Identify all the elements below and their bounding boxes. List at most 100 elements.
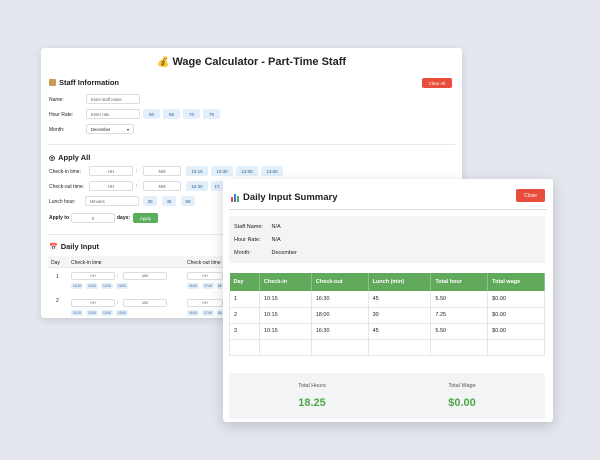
cell-total-wage: $0.00 [487,323,545,340]
checkin-hour-input[interactable]: HH [89,166,133,176]
rate-preset-button[interactable]: 60 [143,109,160,119]
rate-preset-button[interactable]: 65 [163,109,180,119]
cell-lunch [368,339,432,356]
total-wage-label: Total Wage [448,383,476,389]
column-header-total-wage: Total wage [487,273,545,291]
bar-chart-icon [231,193,239,202]
daily-checkin-preset-button[interactable]: 10:30 [86,310,98,316]
checkin-label: Check-in time: [49,169,81,175]
daily-checkin-preset-button[interactable]: 10:15 [71,283,83,289]
lunch-minutes-input[interactable]: Minutes [85,196,139,206]
cell-total-hour [430,339,489,356]
table-row: 2 10:15 18:00 30 7.25 $0.00 [229,307,545,324]
daily-checkout-preset-button[interactable]: 17:40 [202,283,214,289]
daily-checkout-preset-button[interactable]: 18: [217,283,223,289]
clear-all-button[interactable]: Clear All [422,78,452,88]
daily-checkin-minute-input[interactable]: MM [123,272,167,280]
daily-checkin-preset-button[interactable]: 12:00 [101,283,113,289]
cell-total-wage [487,339,545,356]
cell-lunch: 45 [368,291,432,308]
table-row: 3 10:15 16:30 45 5.50 $0.00 [229,323,545,340]
daily-row-day: 2 [56,298,59,304]
column-header-checkin: Check-in [259,273,312,291]
staff-info-heading: Staff Information [49,78,119,87]
cell-total-hour: 5.50 [430,323,489,340]
month-select[interactable]: December ▾ [86,124,134,134]
daily-checkin-minute-input[interactable]: MM [123,299,167,307]
column-header-day: Day [51,260,60,266]
checkin-preset-button[interactable]: 10:15 [186,166,208,176]
lunch-label: Lunch hour: [49,199,76,205]
cell-checkin [259,339,312,356]
daily-checkin-preset-button[interactable]: 10:30 [86,283,98,289]
app-title: 💰 Wage Calculator - Part-Time Staff [156,56,347,68]
cell-total-hour: 7.25 [430,307,489,324]
apply-button[interactable]: Apply [133,213,158,223]
hour-rate-input[interactable]: Enter rate [86,109,140,119]
total-hours-label: Total Hours [298,383,326,389]
chevron-down-icon: ▾ [126,126,129,132]
time-separator: : [117,273,119,278]
daily-input-heading: 📅 Daily Input [49,242,100,251]
column-header-checkin: Check-in time [71,260,102,266]
cell-day [229,339,260,356]
daily-checkout-hour-input[interactable]: HH [187,299,223,307]
rate-preset-button[interactable]: 70 [183,109,200,119]
clipboard-icon [49,79,56,86]
daily-checkin-preset-button[interactable]: 13:00 [116,283,128,289]
daily-checkin-hour-input[interactable]: HH [71,299,115,307]
checkin-minute-input[interactable]: MM [143,166,181,176]
checkin-preset-button[interactable]: 10:30 [211,166,233,176]
staff-info-panel: Staff Name: N/A Hour Rate: N/A Month: De… [229,216,545,263]
column-header-checkout: Check-out [311,273,369,291]
checkin-preset-button[interactable]: 13:00 [261,166,283,176]
cell-checkin: 10:15 [259,307,312,324]
lunch-preset-button[interactable]: 45 [162,196,176,206]
totals-panel: Total Hours 18.25 Total Wage $0.00 [229,373,545,419]
daily-checkout-hour-input[interactable]: HH [187,272,223,280]
daily-checkin-preset-button[interactable]: 13:00 [116,310,128,316]
daily-checkin-hour-input[interactable]: HH [71,272,115,280]
checkin-preset-button[interactable]: 12:00 [236,166,258,176]
total-hours-value: 18.25 [298,397,326,409]
modal-title: Daily Input Summary [231,192,338,203]
time-separator: : [136,183,138,189]
daily-checkout-preset-button[interactable]: 17:40 [202,310,214,316]
lunch-preset-button[interactable]: 60 [181,196,195,206]
checkout-preset-button[interactable]: 16:30 [186,181,208,191]
lunch-preset-button[interactable]: 30 [143,196,157,206]
rate-preset-button[interactable]: 75 [203,109,220,119]
column-header-lunch: Lunch (min) [368,273,432,291]
close-button[interactable]: Close [516,189,545,202]
hour-rate-row: Hour Rate: N/A [234,237,281,243]
checkout-hour-input[interactable]: HH [89,181,133,191]
name-label: Name: [49,97,64,103]
column-header-checkout: Check-out time [187,260,221,266]
cell-checkout: 18:00 [311,307,369,324]
cell-checkout: 16:30 [311,291,369,308]
money-bag-icon: 💰 [156,57,170,68]
staff-name-input[interactable]: Enter staff name [86,94,140,104]
apply-days-input[interactable]: 0 [71,213,115,223]
checkout-preset-button[interactable]: 17 [211,181,223,191]
modal-divider [229,209,547,210]
cell-day: 2 [229,307,260,324]
days-label: days: [117,215,131,221]
checkout-minute-input[interactable]: MM [143,181,181,191]
staff-name-row: Staff Name: N/A [234,224,281,230]
daily-checkout-preset-button[interactable]: 16:30 [187,283,199,289]
daily-checkin-preset-button[interactable]: 12:00 [101,310,113,316]
cell-day: 1 [229,291,260,308]
cell-checkout [311,339,369,356]
time-separator: : [117,300,119,305]
column-header-day: Day [229,273,260,291]
table-row-empty [229,339,545,356]
apply-to-label: Apply to [49,215,69,221]
daily-checkin-preset-button[interactable]: 10:15 [71,310,83,316]
target-icon: ◎ [49,154,56,162]
daily-checkout-preset-button[interactable]: 18: [217,310,223,316]
month-row: Month: December [234,250,297,256]
time-separator: : [136,168,138,174]
cell-total-hour: 5.50 [430,291,489,308]
daily-checkout-preset-button[interactable]: 16:30 [187,310,199,316]
